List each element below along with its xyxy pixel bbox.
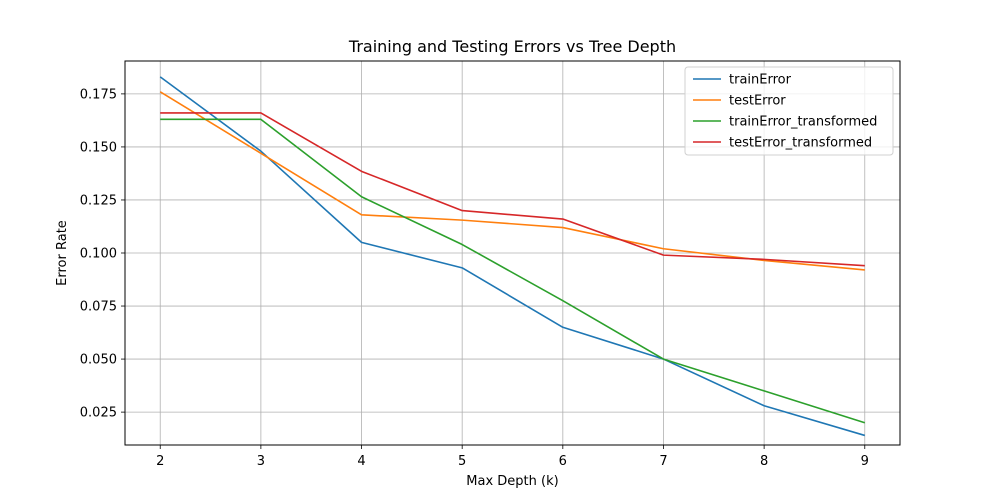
legend-box bbox=[684, 66, 894, 156]
series-line-trainError bbox=[159, 76, 865, 437]
y-axis-label: Error Rate bbox=[55, 220, 70, 286]
series-lines bbox=[159, 76, 866, 437]
legend-entry: trainError_transformed bbox=[729, 115, 877, 130]
x-tick-label: 7 bbox=[659, 454, 667, 469]
series-line-trainError_transformed bbox=[160, 118, 866, 424]
series-line-testError_transformed bbox=[160, 112, 865, 267]
y-tick-label: 0.150 bbox=[80, 140, 117, 155]
legend-entry: testError_transformed bbox=[729, 136, 872, 151]
legend: trainError testError trainError_transforme… bbox=[684, 66, 894, 156]
x-tick-label: 3 bbox=[257, 454, 265, 469]
x-tick-label: 8 bbox=[760, 454, 768, 469]
y-tick-label: 0.050 bbox=[80, 353, 117, 368]
x-tick-label: 2 bbox=[156, 454, 164, 469]
y-tick-label: 0.175 bbox=[80, 87, 117, 102]
x-tick-label: 5 bbox=[458, 454, 466, 469]
y-axis-ticks: 0.025 0.050 0.075 0.100 0.125 0.150 0.175 bbox=[80, 87, 125, 421]
chart-title: Training and Testing Errors vs Tree Dept… bbox=[348, 37, 676, 56]
x-axis-ticks: 2 3 4 5 6 7 8 9 bbox=[156, 445, 869, 469]
x-tick-label: 6 bbox=[559, 454, 567, 469]
y-tick-label: 0.125 bbox=[80, 193, 117, 208]
y-tick-label: 0.100 bbox=[80, 247, 117, 262]
x-tick-label: 4 bbox=[357, 454, 365, 469]
y-tick-label: 0.075 bbox=[80, 300, 117, 315]
legend-entry: testError bbox=[729, 94, 786, 109]
x-axis-label: Max Depth (k) bbox=[466, 474, 558, 489]
x-tick-label: 9 bbox=[861, 454, 869, 469]
legend-entry: trainError bbox=[729, 73, 792, 88]
y-tick-label: 0.025 bbox=[80, 406, 117, 421]
